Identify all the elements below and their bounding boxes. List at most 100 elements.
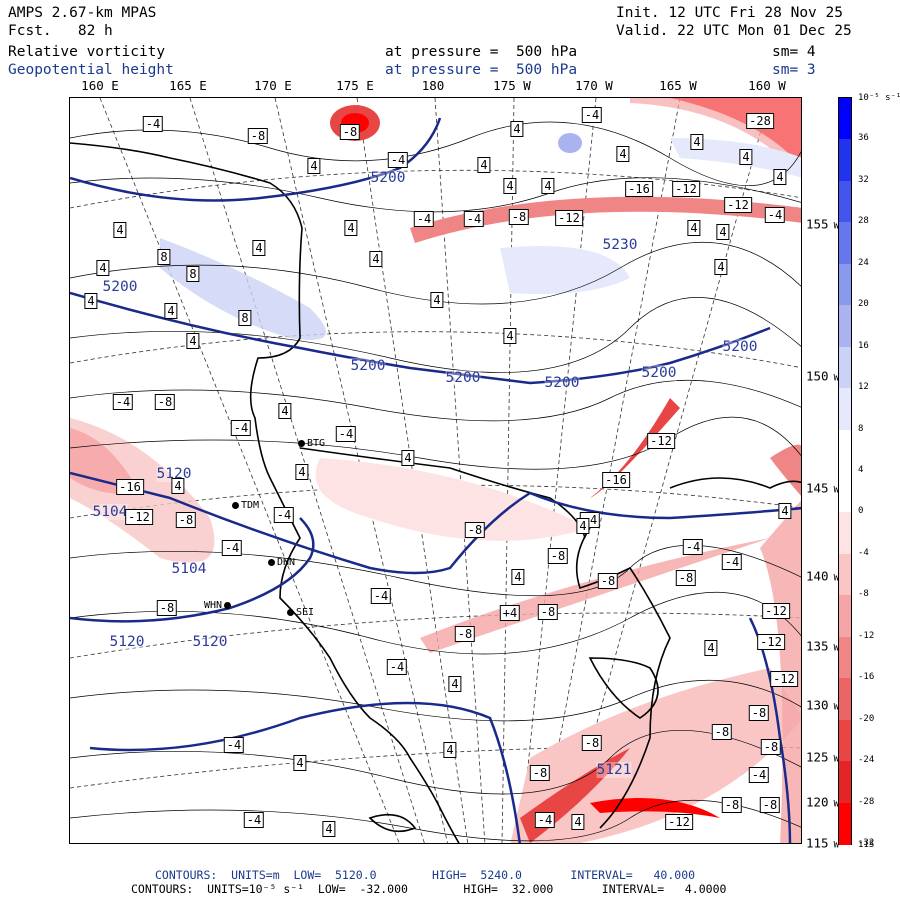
vorticity-label: -4 bbox=[413, 211, 435, 227]
vorticity-label: -4 bbox=[112, 394, 134, 410]
colorbar-segment bbox=[839, 98, 851, 140]
lat-label: 145 W bbox=[806, 480, 839, 496]
station-marker: DHN bbox=[268, 557, 295, 568]
colorbar-segment bbox=[839, 761, 851, 804]
vorticity-label: -4 bbox=[721, 554, 743, 570]
vorticity-label: -8 bbox=[154, 394, 176, 410]
colorbar-segment bbox=[839, 429, 851, 472]
colorbar-tick-label: -32 bbox=[858, 838, 875, 848]
vorticity-label: 4 bbox=[307, 158, 321, 174]
lat-label: 120 W bbox=[806, 794, 839, 810]
lon-label: 165 W bbox=[659, 78, 697, 93]
vorticity-contours bbox=[70, 121, 801, 842]
vorticity-label: 4 bbox=[687, 220, 701, 236]
vorticity-label: 4 bbox=[252, 240, 266, 256]
colorbar-segment bbox=[839, 678, 851, 721]
vorticity-label: -4 bbox=[221, 540, 243, 556]
vorticity-label: -12 bbox=[665, 814, 693, 830]
coastline bbox=[70, 142, 801, 843]
field2-name: Geopotential height bbox=[8, 62, 174, 78]
colorbar-tick-label: 16 bbox=[858, 340, 869, 351]
colorbar-segment bbox=[839, 263, 851, 306]
vorticity-label: 4 bbox=[430, 292, 444, 308]
vorticity-label: 4 bbox=[714, 259, 728, 275]
vorticity-label: 4 bbox=[401, 450, 415, 466]
lat-label: 140 W bbox=[806, 568, 839, 584]
vorticity-label: -4 bbox=[230, 420, 252, 436]
vorticity-label: 4 bbox=[278, 403, 292, 419]
colorbar-segment bbox=[839, 553, 851, 596]
colorbar-tick-label: -24 bbox=[858, 755, 875, 766]
colorbar-segment bbox=[839, 512, 851, 555]
vorticity-label: -4 bbox=[534, 812, 556, 828]
vorticity-label: 4 bbox=[571, 814, 585, 830]
vorticity-label: -12 bbox=[762, 603, 790, 619]
height-label: 5120 bbox=[109, 634, 145, 650]
vorticity-label: -4 bbox=[142, 116, 164, 132]
vorticity-label: +4 bbox=[499, 605, 521, 621]
vorticity-label: -12 bbox=[647, 433, 675, 449]
vorticity-label: 4 bbox=[773, 169, 787, 185]
colorbar-tick-label: 4 bbox=[858, 465, 864, 475]
colorbar bbox=[838, 97, 852, 845]
height-label: 5200 bbox=[544, 375, 580, 391]
vorticity-label: -8 bbox=[597, 573, 619, 589]
field2-smoothing: sm= 3 bbox=[772, 62, 816, 78]
colorbar-tick-label: 28 bbox=[858, 216, 869, 227]
height-label: 5104 bbox=[171, 561, 207, 577]
vorticity-label: -8 bbox=[748, 705, 770, 721]
vorticity-label: 4 bbox=[96, 260, 110, 276]
colorbar-tick-label: 12 bbox=[858, 382, 869, 393]
colorbar-tick-label: 0 bbox=[858, 506, 864, 517]
colorbar-tick-label: 24 bbox=[858, 257, 869, 268]
vorticity-label: -4 bbox=[387, 152, 409, 168]
vorticity-label: -8 bbox=[760, 739, 782, 755]
height-label: 5120 bbox=[192, 634, 228, 650]
vorticity-label: 4 bbox=[171, 478, 185, 494]
vorticity-label: 4 bbox=[293, 755, 307, 771]
vorticity-label: -8 bbox=[529, 765, 551, 781]
station-marker: WHN bbox=[204, 600, 233, 611]
colorbar-segment bbox=[839, 802, 851, 845]
vorticity-label: -8 bbox=[156, 600, 178, 616]
vorticity-label: -4 bbox=[243, 812, 265, 828]
vorticity-contour-info: CONTOURS: UNITS=10⁻⁵ s⁻¹ LOW= -32.000 HI… bbox=[131, 882, 727, 896]
height-label: 5200 bbox=[350, 358, 386, 374]
colorbar-segment bbox=[839, 719, 851, 762]
height-label: 5230 bbox=[602, 237, 638, 253]
vorticity-label: -4 bbox=[386, 659, 408, 675]
vorticity-label: 4 bbox=[322, 821, 336, 837]
vorticity-label: -8 bbox=[464, 522, 486, 538]
vorticity-label: -4 bbox=[223, 737, 245, 753]
height-label: 5200 bbox=[102, 279, 138, 295]
colorbar-segment bbox=[839, 346, 851, 389]
height-label: 5200 bbox=[641, 365, 677, 381]
lon-label: 160 E bbox=[81, 78, 119, 93]
vorticity-label: -12 bbox=[757, 634, 785, 650]
vorticity-label: -12 bbox=[555, 210, 583, 226]
vorticity-label: -28 bbox=[746, 113, 774, 129]
vorticity-label: 4 bbox=[113, 222, 127, 238]
vorticity-label: 4 bbox=[576, 518, 590, 534]
station-marker: SEI bbox=[287, 607, 314, 618]
map-panel bbox=[69, 97, 802, 844]
vorticity-label: -12 bbox=[672, 181, 700, 197]
lon-label: 175 E bbox=[336, 78, 374, 93]
vorticity-label: 8 bbox=[238, 310, 252, 326]
colorbar-tick-label: -16 bbox=[858, 672, 875, 683]
vorticity-label: 4 bbox=[164, 303, 178, 319]
station-marker: TDM bbox=[232, 500, 259, 511]
vorticity-label: -16 bbox=[625, 181, 653, 197]
colorbar-tick-label: 20 bbox=[858, 299, 869, 310]
colorbar-segment bbox=[839, 305, 851, 348]
lat-label: 150 W bbox=[806, 368, 839, 384]
vorticity-label: -4 bbox=[682, 539, 704, 555]
height-label: 5200 bbox=[722, 339, 758, 355]
vorticity-label: -4 bbox=[273, 507, 295, 523]
vorticity-label: -4 bbox=[581, 107, 603, 123]
height-label: 5200 bbox=[445, 370, 481, 386]
valid-time: Valid. 22 UTC Mon 01 Dec 25 bbox=[616, 23, 852, 39]
vorticity-label: -4 bbox=[764, 207, 786, 223]
field2-level: at pressure = 500 hPa bbox=[385, 62, 578, 78]
colorbar-tick-label: 36 bbox=[858, 133, 869, 144]
